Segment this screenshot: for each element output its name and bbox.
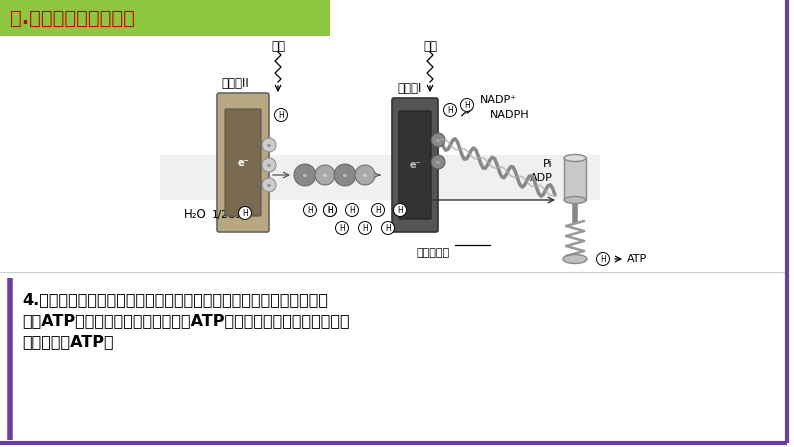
Text: 光能: 光能 [423,39,437,52]
Text: Pi: Pi [543,159,553,169]
Text: ADP: ADP [530,173,553,183]
Text: e: e [323,173,327,178]
Text: H: H [385,224,391,233]
Circle shape [323,203,337,216]
Circle shape [345,203,359,216]
Text: 1/2O₂: 1/2O₂ [211,210,241,220]
Text: H: H [349,206,355,215]
Ellipse shape [564,197,586,203]
Text: 能量来合成ATP。: 能量来合成ATP。 [22,334,114,349]
Text: 光能: 光能 [271,39,285,52]
Text: e: e [363,173,367,178]
Circle shape [461,98,473,111]
Text: e: e [267,183,271,188]
Text: H: H [327,206,333,215]
Circle shape [262,138,276,152]
Text: e: e [303,173,307,178]
Text: e: e [267,163,271,168]
Text: 光系统I: 光系统I [398,82,422,95]
Text: 类囊体薄膜: 类囊体薄膜 [417,248,450,258]
Text: ATP: ATP [627,254,647,264]
Circle shape [323,203,337,216]
Text: NADP⁺: NADP⁺ [480,95,517,105]
Circle shape [431,133,445,147]
Circle shape [394,203,407,216]
Circle shape [431,155,445,169]
Text: H: H [278,111,284,120]
Text: H: H [375,206,381,215]
Circle shape [262,158,276,172]
Circle shape [355,165,375,185]
Ellipse shape [563,254,587,263]
Text: 光系统II: 光系统II [221,77,249,90]
Text: 通过ATP合成酶顺浓度梯度流出，而ATP合成酶利用质子顺浓度流出的: 通过ATP合成酶顺浓度梯度流出，而ATP合成酶利用质子顺浓度流出的 [22,313,349,328]
Text: H: H [447,106,453,115]
Circle shape [596,253,610,266]
Bar [0,0,330,36]
Text: e: e [343,173,347,178]
FancyBboxPatch shape [392,98,438,232]
Text: H: H [600,255,606,264]
FancyBboxPatch shape [399,111,431,219]
Circle shape [275,109,287,122]
FancyBboxPatch shape [217,93,269,232]
Circle shape [315,165,335,185]
Circle shape [359,222,372,235]
Text: 一.光系统及电子传递链: 一.光系统及电子传递链 [10,8,135,28]
Circle shape [238,207,252,219]
Text: H: H [307,206,313,215]
Text: H: H [242,209,248,218]
Bar [160,155,600,200]
Text: e⁻: e⁻ [237,157,249,168]
Bar [564,158,586,200]
Circle shape [294,164,316,186]
Text: 4.类囊体膜对质子是高度不通透的，因此，类囊体内的高浓度质子只能: 4.类囊体膜对质子是高度不通透的，因此，类囊体内的高浓度质子只能 [22,292,328,307]
Text: H: H [339,224,345,233]
Text: H: H [362,224,368,233]
Text: e: e [436,160,440,165]
Text: H: H [464,101,470,110]
FancyBboxPatch shape [225,109,261,216]
Text: H: H [327,206,333,215]
Text: e: e [267,143,271,148]
Text: e⁻: e⁻ [409,160,421,170]
Text: H₂O: H₂O [183,208,206,222]
Circle shape [334,164,356,186]
Ellipse shape [564,155,586,161]
Circle shape [444,104,457,117]
Circle shape [381,222,395,235]
Circle shape [303,203,317,216]
Circle shape [336,222,349,235]
Circle shape [262,178,276,192]
Circle shape [372,203,384,216]
Text: NADPH: NADPH [490,110,530,120]
Text: H: H [397,206,403,215]
Text: e: e [436,138,440,143]
